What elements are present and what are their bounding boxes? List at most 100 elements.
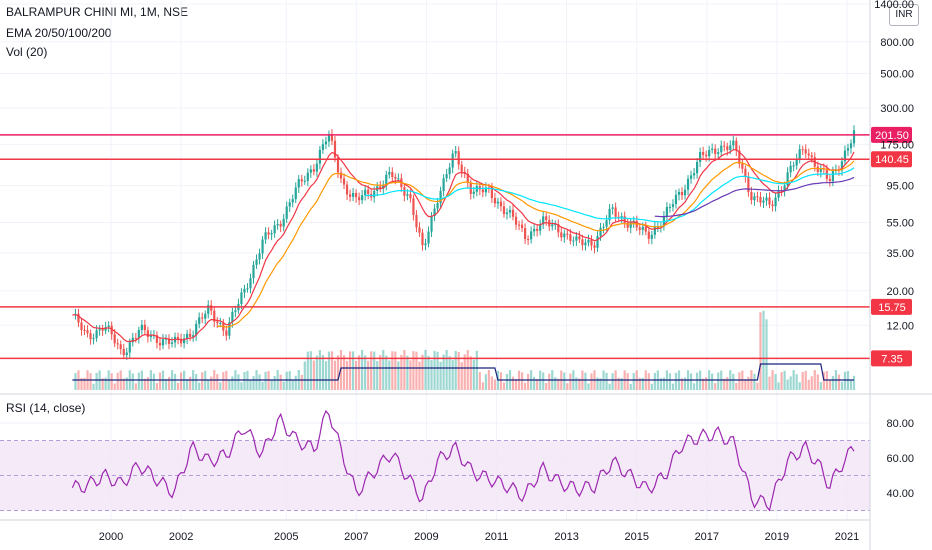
volume-bar: [379, 355, 382, 390]
candle-body: [373, 190, 376, 198]
candle-body: [617, 216, 620, 218]
volume-bar: [469, 356, 472, 390]
candle-body: [143, 324, 146, 331]
volume-bar: [777, 382, 780, 390]
candle-body: [424, 243, 427, 246]
candle-body: [86, 330, 89, 334]
candle-body: [306, 172, 309, 181]
volume-bar: [421, 354, 424, 390]
legend-ema[interactable]: EMA 20/50/100/200: [6, 26, 112, 40]
candle-body: [551, 224, 554, 227]
volume-bar: [412, 351, 415, 390]
volume-bar: [695, 372, 699, 390]
volume-bar: [110, 373, 113, 390]
volume-bar: [146, 377, 149, 390]
candle-body: [137, 330, 140, 338]
candle-body: [493, 198, 497, 204]
volume-bar: [542, 372, 545, 390]
candle-body: [77, 313, 80, 323]
volume-bar: [173, 373, 177, 390]
volume-bar: [364, 355, 367, 390]
candle-body: [273, 225, 276, 234]
candle-body: [318, 149, 321, 164]
volume-bar: [333, 360, 337, 390]
volume-bar: [252, 376, 255, 390]
legend-rsi[interactable]: RSI (14, close): [6, 401, 86, 415]
volume-bar: [554, 377, 557, 390]
candle-body: [89, 333, 92, 340]
candle-body: [312, 169, 315, 172]
ema-100-line: [365, 167, 855, 223]
volume-bar: [219, 382, 222, 390]
volume-bar: [557, 378, 560, 390]
candle-body: [671, 204, 675, 207]
candle-body: [717, 152, 720, 154]
candle-body: [436, 203, 439, 209]
candle-body: [852, 130, 856, 144]
rsi-pane: [0, 409, 870, 512]
volume-bar: [95, 372, 98, 390]
candle-body: [324, 141, 328, 145]
currency-unit-button[interactable]: INR: [889, 4, 919, 26]
volume-bar: [723, 378, 726, 390]
price-tick-label: 175.00: [880, 139, 914, 151]
candle-body: [195, 323, 198, 336]
volume-bar: [367, 360, 370, 390]
price-tick-label: 300.00: [880, 103, 914, 115]
candle-body: [560, 232, 563, 238]
volume-bar: [499, 372, 503, 390]
ema-lines: [72, 149, 855, 343]
candle-body: [439, 190, 442, 204]
volume-bar: [795, 374, 798, 390]
volume-bar: [186, 379, 189, 390]
candle-body: [653, 226, 656, 235]
volume-bar: [738, 372, 741, 390]
volume-bar: [774, 374, 777, 390]
candle-body: [207, 305, 210, 314]
price-tick-label: 800.00: [880, 37, 914, 49]
candle-body: [146, 330, 149, 337]
candle-body: [315, 163, 318, 172]
candle-body: [445, 174, 448, 179]
candle-body: [95, 330, 98, 339]
legend-volume[interactable]: Vol (20): [6, 45, 48, 59]
volume-bar: [819, 381, 822, 390]
candles: [74, 125, 856, 360]
candle-body: [807, 153, 810, 156]
level-badge-label: 201.50: [875, 130, 909, 142]
candle-body: [584, 242, 587, 246]
volume-bar: [596, 377, 599, 390]
volume-bar: [409, 360, 412, 390]
candle-body: [243, 288, 246, 293]
legend-symbol[interactable]: BALRAMPUR CHINI MI, 1M, NSE: [6, 5, 189, 19]
volume-bar: [270, 379, 273, 390]
candle-body: [170, 342, 174, 344]
volume-bar: [789, 376, 792, 390]
candle-body: [342, 178, 346, 185]
candle-body: [451, 153, 454, 168]
candle-body: [708, 149, 711, 157]
candle-body: [789, 165, 792, 173]
candle-body: [104, 327, 107, 331]
volume-bar: [475, 350, 478, 390]
volume-bar: [481, 382, 484, 390]
candle-body: [98, 329, 101, 331]
time-tick-label: 2015: [624, 531, 648, 543]
candle-body: [581, 239, 584, 246]
candle-body: [240, 292, 243, 304]
candle-body: [219, 322, 222, 324]
volume-bar: [831, 376, 834, 390]
volume-bar: [176, 382, 180, 390]
candle-body: [705, 154, 708, 157]
candle-body: [182, 338, 186, 344]
volume-bar: [705, 377, 708, 390]
volume-bar: [804, 370, 807, 390]
candle-body: [614, 207, 617, 217]
candle-body: [511, 209, 515, 217]
horizontal-levels[interactable]: 201.50 140.45 15.75 7.35: [0, 126, 912, 367]
candle-body: [726, 146, 729, 151]
volume-bar: [92, 383, 95, 390]
candle-body: [330, 134, 334, 141]
